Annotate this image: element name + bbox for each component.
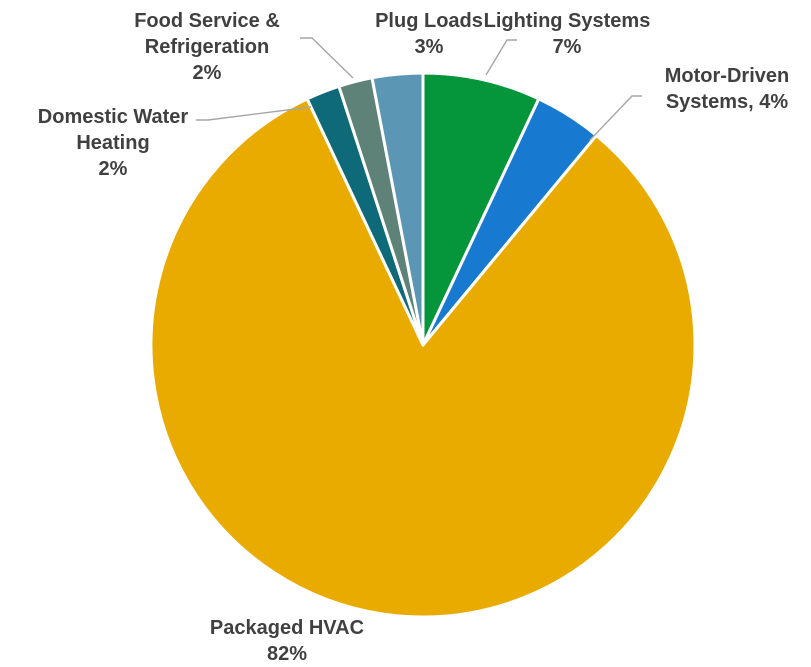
data-label-line: Refrigeration: [145, 36, 269, 58]
data-label-food-service-and-refrigeration: Food Service & Refrigeration 2%: [134, 10, 280, 84]
data-label-line: 2%: [99, 158, 128, 180]
data-label-domestic-water-heating: Domestic Water Heating 2%: [38, 106, 189, 180]
leader-line-food-service-and-refrigeration: [300, 37, 354, 79]
pie-slice-packaged-hvac: [149, 97, 697, 619]
pie-slice-lighting-systems: [421, 71, 541, 347]
data-label-line: 2%: [193, 62, 222, 84]
data-label-line: 7%: [553, 36, 582, 58]
data-label-line: 3%: [415, 36, 444, 58]
data-label-line: Domestic Water: [38, 106, 189, 128]
data-label-line: Heating: [76, 132, 149, 154]
data-label-lighting-systems: Lighting Systems 7%: [484, 10, 651, 58]
data-label-line: 82%: [267, 643, 307, 665]
leader-line-domestic-water-heating: [196, 106, 312, 121]
data-label-line: Food Service &: [134, 10, 280, 32]
leader-line-lighting-systems: [485, 39, 517, 76]
data-label-line: Systems, 4%: [666, 91, 789, 113]
leader-lines-layer: [196, 37, 642, 141]
data-label-packaged-hvac: Packaged HVAC 82%: [210, 617, 364, 665]
data-label-line: Plug Loads: [375, 10, 483, 32]
data-label-line: Motor-Driven: [665, 65, 789, 87]
data-label-line: Packaged HVAC: [210, 617, 364, 639]
labels-layer: Lighting Systems 7% Motor-Driven Systems, 4…: [38, 10, 789, 665]
data-label-motor-driven-systems: Motor-Driven Systems, 4%: [665, 65, 789, 113]
pie-slice-plug-loads: [370, 71, 425, 347]
slices-layer: [149, 71, 697, 619]
data-label-line: Lighting Systems: [484, 10, 651, 32]
data-label-plug-loads: Plug Loads 3%: [375, 10, 483, 58]
leader-line-motor-driven-systems: [589, 95, 642, 141]
